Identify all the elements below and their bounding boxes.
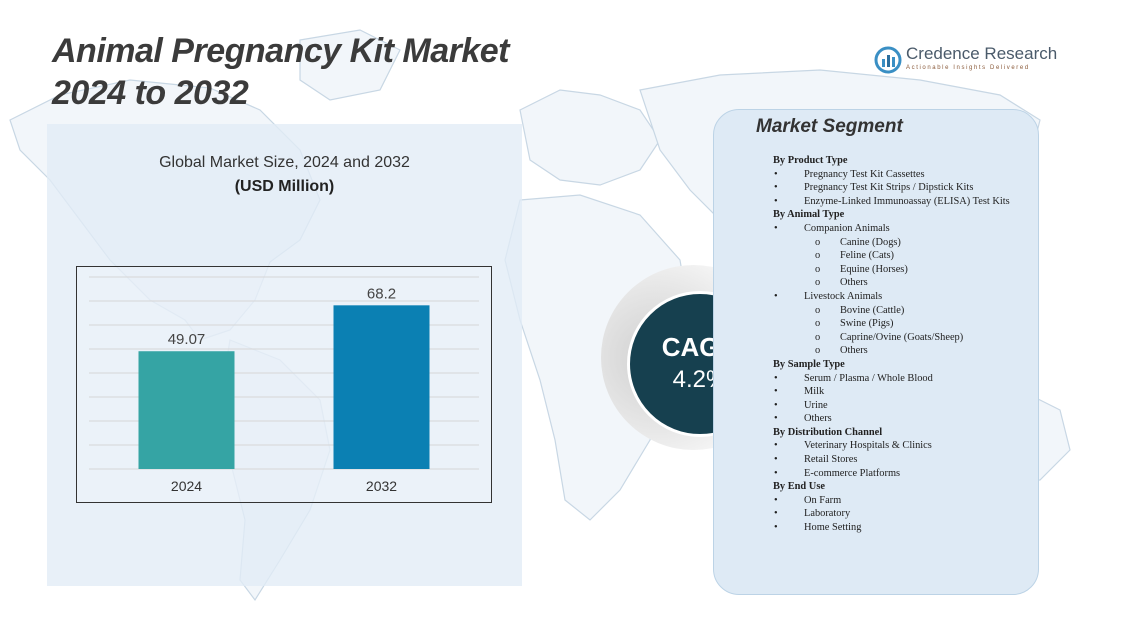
africa-shape (504, 194, 691, 521)
bullet-icon: • (774, 454, 778, 466)
bullet-icon: • (774, 399, 778, 411)
segment-item-text: Serum / Plasma / Whole Blood (804, 372, 933, 384)
segment-item: • Pregnancy Test Kit Cassettes (773, 168, 1028, 182)
segment-list: By Product Type • Pregnancy Test Kit Casse… (773, 154, 1028, 535)
segment-item-text: Enzyme-Linked Immunoassay (ELISA) Test K… (804, 195, 1010, 207)
greenland-shape (299, 29, 401, 101)
market-size-panel: Global Market Size, 2024 and 2032 (USD M… (47, 124, 522, 586)
segment-item: • Urine (773, 399, 1028, 413)
bullet-icon: • (774, 372, 778, 384)
bullet-icon: • (774, 522, 778, 534)
bullet-icon: • (774, 413, 778, 425)
segment-item: • Serum / Plasma / Whole Blood (773, 372, 1028, 386)
segment-item-text: Pregnancy Test Kit Strips / Dipstick Kit… (804, 182, 974, 194)
bar-2032 (333, 305, 430, 469)
data-label: 49.07 (168, 331, 206, 348)
segment-item-text: Others (840, 345, 868, 357)
data-label: 68.2 (367, 285, 396, 302)
segment-item: • E-commerce Platforms (773, 467, 1028, 481)
credence-logo-icon (874, 46, 902, 74)
logo-tagline: Actionable Insights Delivered (906, 65, 1030, 71)
hollow-bullet-icon: o (815, 236, 821, 248)
bullet-icon: • (774, 467, 778, 479)
segment-item-text: Livestock Animals (804, 290, 883, 302)
europe-shape (519, 89, 661, 186)
bullet-icon: • (774, 195, 778, 207)
segment-item-text: Bovine (Cattle) (840, 304, 905, 316)
segment-item: • Livestock Animals (773, 290, 1028, 304)
x-tick-label: 2024 (171, 478, 202, 494)
segment-item-text: E-commerce Platforms (804, 467, 901, 479)
bar-2024 (138, 351, 235, 469)
segment-item-text: Others (804, 413, 832, 425)
bullet-icon: • (774, 440, 778, 452)
hollow-bullet-icon: o (815, 304, 821, 316)
segment-category-heading: By Animal Type (773, 209, 845, 221)
segment-category-heading: By End Use (773, 481, 825, 493)
chart-unit: (USD Million) (234, 178, 335, 195)
segment-item: • On Farm (773, 494, 1028, 508)
segment-subitem: o Others (773, 276, 1028, 290)
segment-item-text: On Farm (804, 494, 842, 506)
bullet-icon: • (774, 508, 778, 520)
segment-category-heading: By Product Type (773, 155, 848, 166)
segment-item-text: Home Setting (804, 522, 862, 534)
segment-item-text: Caprine/Ovine (Goats/Sheep) (840, 331, 964, 343)
hollow-bullet-icon: o (815, 277, 821, 289)
segment-category-heading: By Distribution Channel (773, 426, 883, 438)
market-segment-panel: Market Segment By Product Type • Pregnancy… (713, 109, 1039, 595)
bullet-icon: • (774, 290, 778, 302)
segment-category-heading: By Sample Type (773, 358, 845, 370)
bar-chart: 49.07 2024 68.2 2032 (76, 266, 492, 503)
bullet-icon: • (774, 168, 778, 180)
segment-item: • Veterinary Hospitals & Clinics (773, 439, 1028, 453)
segment-item-text: Equine (Horses) (840, 263, 908, 275)
segment-heading: Market Segment (756, 116, 903, 137)
bar-chart-svg: 49.07 2024 68.2 2032 (89, 276, 479, 494)
segment-subitem: o Swine (Pigs) (773, 317, 1028, 331)
segment-item: • Pregnancy Test Kit Strips / Dipstick Ki… (773, 181, 1028, 195)
segment-subitem: o Canine (Dogs) (773, 236, 1028, 250)
segment-item-text: Feline (Cats) (840, 250, 894, 262)
segment-subitem: o Bovine (Cattle) (773, 304, 1028, 318)
segment-subitem: o Equine (Horses) (773, 263, 1028, 277)
bullet-icon: • (774, 222, 778, 234)
chart-title: Global Market Size, 2024 and 2032 (159, 154, 410, 171)
hollow-bullet-icon: o (815, 250, 821, 262)
segment-subitem: o Others (773, 344, 1028, 358)
segment-item: • Companion Animals (773, 222, 1028, 236)
page-title: Animal Pregnancy Kit Market 2024 to 2032 (52, 32, 509, 112)
segment-item-text: Others (840, 277, 868, 289)
segment-item-text: Swine (Pigs) (840, 318, 894, 330)
bullet-icon: • (774, 494, 778, 506)
segment-item: • Retail Stores (773, 453, 1028, 467)
segment-item-text: Laboratory (804, 508, 851, 520)
credence-research-logo[interactable]: Credence Research Actionable Insights De… (874, 44, 1064, 80)
segment-item: • Milk (773, 385, 1028, 399)
segment-item: • Home Setting (773, 521, 1028, 535)
hollow-bullet-icon: o (815, 263, 821, 275)
segment-item-text: Companion Animals (804, 222, 890, 234)
logo-name: Credence Research (906, 44, 1058, 63)
hollow-bullet-icon: o (815, 318, 821, 330)
hollow-bullet-icon: o (815, 345, 821, 357)
segment-item: • Others (773, 412, 1028, 426)
segment-item: • Laboratory (773, 507, 1028, 521)
segment-item-text: Milk (804, 386, 825, 398)
segment-subitem: o Caprine/Ovine (Goats/Sheep) (773, 331, 1028, 345)
bullet-icon: • (774, 386, 778, 398)
segment-item-text: Retail Stores (804, 454, 858, 466)
segment-item-text: Urine (804, 399, 828, 411)
segment-item-text: Veterinary Hospitals & Clinics (804, 440, 932, 452)
segment-item-text: Pregnancy Test Kit Cassettes (804, 168, 925, 180)
segment-subitem: o Feline (Cats) (773, 249, 1028, 263)
segment-item: • Enzyme-Linked Immunoassay (ELISA) Test … (773, 195, 1028, 209)
hollow-bullet-icon: o (815, 331, 821, 343)
segment-item-text: Canine (Dogs) (840, 236, 901, 248)
bullet-icon: • (774, 182, 778, 194)
x-tick-label: 2032 (366, 478, 397, 494)
